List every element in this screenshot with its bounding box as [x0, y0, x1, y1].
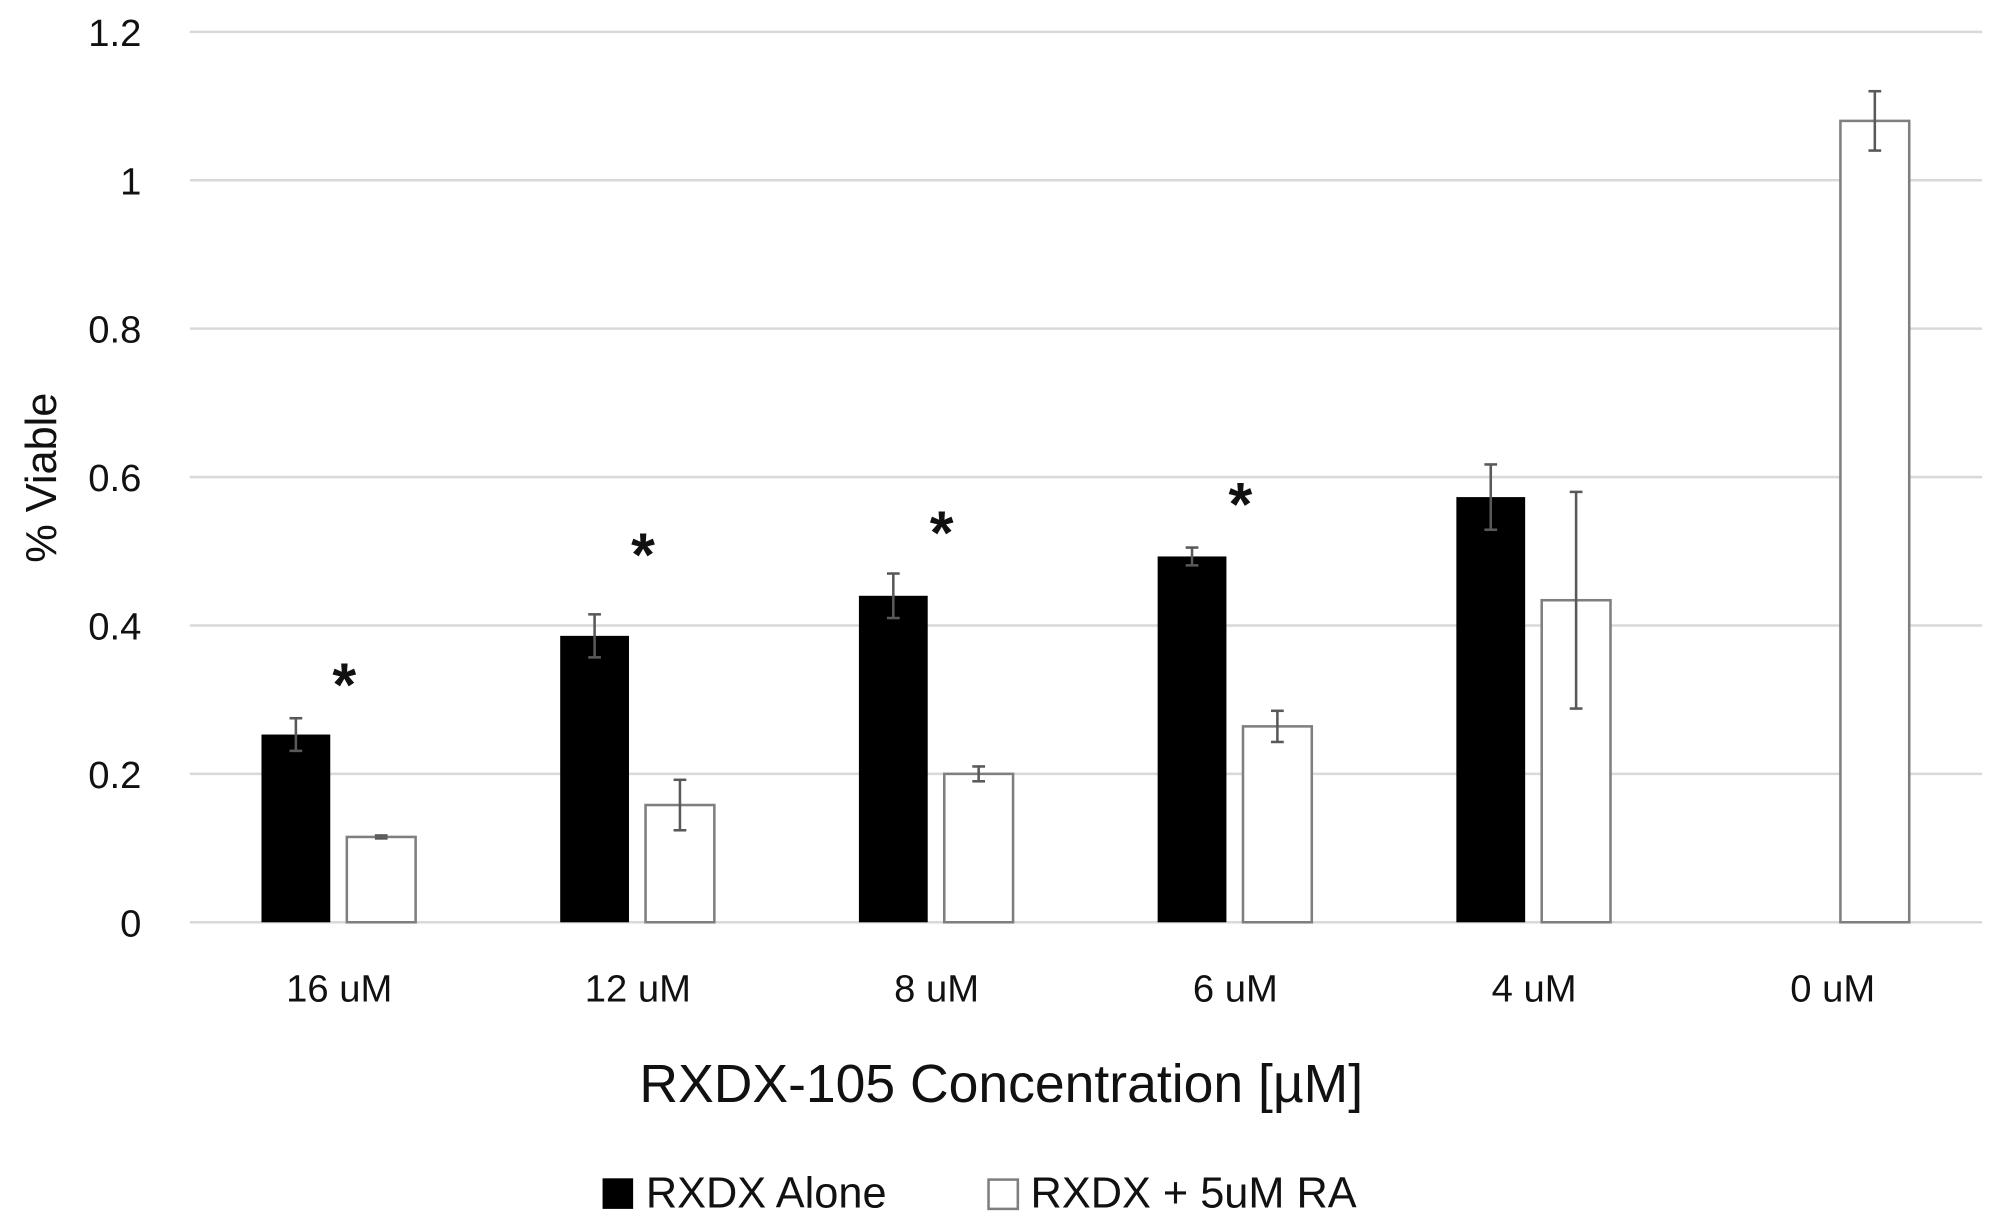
bar: [1157, 556, 1227, 923]
bar: [1839, 119, 1911, 924]
x-tick-label: 0 uM: [1790, 967, 1875, 1010]
legend-swatch-rxdx-ra: [987, 1178, 1020, 1211]
bar: [942, 772, 1015, 924]
significance-asterisk: *: [1229, 470, 1253, 538]
x-axis-label: RXDX-105 Concentration [µM]: [639, 1055, 1363, 1114]
significance-asterisk: *: [930, 498, 954, 566]
y-tick-label: 0.8: [88, 309, 141, 352]
bar: [858, 595, 928, 923]
bar: [560, 635, 629, 923]
bar: [1456, 497, 1526, 923]
x-tick-label: 12 uM: [585, 967, 691, 1010]
y-tick-label: 1: [120, 160, 141, 203]
bar: [261, 734, 331, 923]
x-tick-label: 16 uM: [286, 967, 392, 1010]
bars: [261, 89, 1911, 924]
y-tick-label: 1.2: [88, 12, 141, 55]
y-axis-label: % Viable: [18, 393, 66, 563]
legend-swatch-rxdx-alone: [602, 1178, 634, 1209]
legend: RXDX Alone RXDX + 5uM RA: [602, 1170, 1357, 1218]
y-tick-label: 0: [120, 902, 141, 945]
y-axis-ticks: 0 0.2 0.4 0.6 0.8 1 1.2: [88, 12, 141, 945]
significance-annotations: * * * *: [332, 470, 1252, 718]
gridlines: [189, 30, 1983, 924]
y-tick-label: 0.2: [88, 754, 141, 797]
legend-label-rxdx-ra: RXDX + 5uM RA: [1031, 1170, 1357, 1218]
x-tick-label: 4 uM: [1492, 967, 1577, 1010]
bar: [345, 835, 417, 924]
x-axis-ticks: 16 uM 12 uM 8 uM 6 uM 4 uM 0 uM: [286, 967, 1875, 1010]
significance-asterisk: *: [631, 521, 655, 589]
y-tick-label: 0.6: [88, 457, 141, 500]
bar: [1241, 725, 1314, 924]
x-tick-label: 8 uM: [894, 967, 979, 1010]
significance-asterisk: *: [332, 650, 356, 718]
bar: [644, 803, 716, 924]
y-tick-label: 0.4: [88, 605, 141, 648]
legend-label-rxdx-alone: RXDX Alone: [646, 1170, 887, 1218]
x-tick-label: 6 uM: [1193, 967, 1278, 1010]
